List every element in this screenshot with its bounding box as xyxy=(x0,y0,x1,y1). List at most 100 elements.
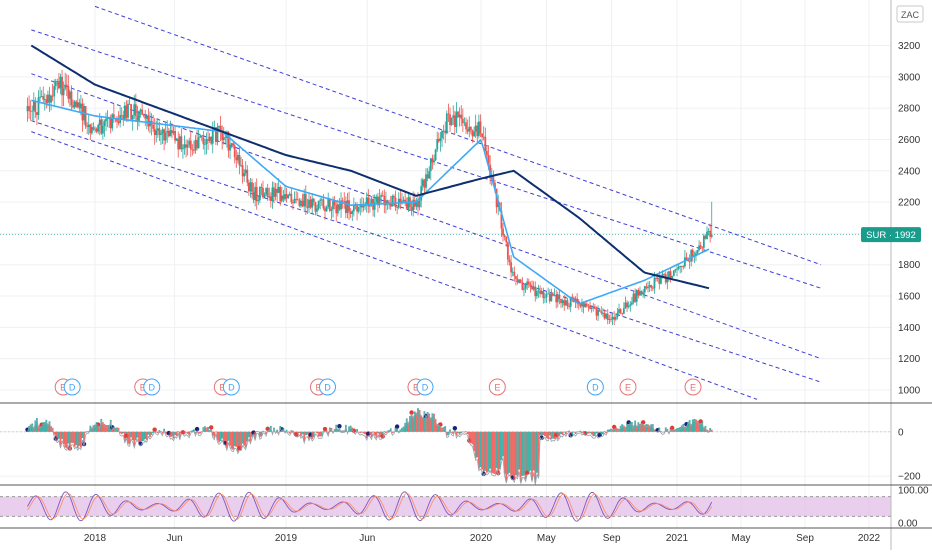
candle-body xyxy=(687,259,689,262)
osc-bar xyxy=(48,421,51,432)
osc-bar xyxy=(42,422,45,432)
candle-body xyxy=(691,249,694,257)
price-tick-label: 1200 xyxy=(898,354,921,365)
candle-body xyxy=(351,211,354,214)
osc-bar xyxy=(108,424,111,432)
candle-body xyxy=(619,309,622,314)
candle-body xyxy=(426,174,429,179)
osc-bar xyxy=(306,431,309,435)
candle-body xyxy=(661,273,664,278)
osc-bar xyxy=(230,431,233,449)
candle-body xyxy=(532,286,535,290)
candle-body xyxy=(29,110,32,112)
price-tick-label: 1400 xyxy=(898,323,921,334)
osc-bar xyxy=(300,431,302,437)
event-marker-circle xyxy=(63,378,81,396)
osc-bar xyxy=(343,430,346,432)
osc-bar xyxy=(603,431,606,432)
candle-body xyxy=(442,130,445,132)
osc-bar xyxy=(314,431,317,433)
candle-body xyxy=(324,208,326,212)
osc-bar xyxy=(647,424,649,432)
osc-bar xyxy=(95,422,98,432)
osc-bar xyxy=(465,431,467,432)
osc-bar xyxy=(524,431,527,480)
candle-body xyxy=(391,195,394,207)
osc-bar xyxy=(277,431,280,433)
candle-body xyxy=(529,284,532,287)
candle-body xyxy=(535,291,538,297)
candle-body xyxy=(295,198,298,200)
time-tick-label: May xyxy=(732,533,751,544)
osc-dot xyxy=(394,424,400,429)
dividend-marker[interactable]: D xyxy=(586,378,604,396)
earnings-marker[interactable]: E xyxy=(619,378,637,396)
osc-bar xyxy=(235,431,238,447)
osc-bar xyxy=(362,431,365,434)
candle-body xyxy=(386,200,389,204)
candle-body xyxy=(246,169,249,183)
candle-body xyxy=(211,129,214,144)
candle-body xyxy=(51,95,54,97)
dividend-marker[interactable]: D xyxy=(319,378,336,396)
candle-body xyxy=(199,135,202,138)
dividend-marker[interactable]: D xyxy=(416,378,434,396)
osc-dot xyxy=(152,427,157,432)
candle-body xyxy=(706,231,708,239)
candle-body xyxy=(293,198,296,204)
candle-body xyxy=(26,106,29,112)
earnings-marker[interactable]: E xyxy=(488,378,506,396)
candle-body xyxy=(180,136,183,150)
dividend-marker[interactable]: D xyxy=(143,378,161,396)
candle-body xyxy=(534,286,537,297)
osc-bar xyxy=(354,431,357,433)
osc-bar xyxy=(407,422,410,432)
candle-body xyxy=(164,132,167,141)
candle-body xyxy=(138,111,140,122)
candle-body xyxy=(373,202,376,210)
osc-bar xyxy=(249,431,252,442)
candle-body xyxy=(611,316,614,320)
osc-bar xyxy=(112,426,115,432)
candle-body xyxy=(481,133,483,138)
osc-bar xyxy=(503,431,506,474)
candle-body xyxy=(276,188,279,193)
candle-body xyxy=(241,165,244,177)
osc-bar xyxy=(312,431,315,438)
osc-bar xyxy=(319,431,322,437)
earnings-marker[interactable]: E xyxy=(684,378,702,396)
osc-bar xyxy=(78,431,81,446)
candle-body xyxy=(169,130,172,137)
event-marker-circle xyxy=(488,378,506,396)
candle-body xyxy=(474,125,477,132)
candle-body xyxy=(139,109,142,112)
candle-body xyxy=(336,204,339,214)
osc-bar xyxy=(519,431,522,482)
candle-body xyxy=(450,117,453,126)
dividend-marker[interactable]: D xyxy=(222,378,240,396)
osc-bar xyxy=(502,431,504,457)
osc-dot xyxy=(640,420,646,425)
candle-body xyxy=(519,279,522,282)
candle-body xyxy=(576,298,579,304)
osc-bar xyxy=(127,431,129,444)
candle-body xyxy=(109,118,112,129)
candle-body xyxy=(37,97,40,116)
candle-body xyxy=(431,158,434,163)
candle-body xyxy=(648,285,651,288)
osc-bar xyxy=(133,431,136,446)
candle-body xyxy=(610,319,612,321)
candle-body xyxy=(218,125,220,128)
osc-bar xyxy=(213,431,216,438)
osc-bar xyxy=(255,431,258,432)
candle-body xyxy=(188,140,191,145)
candle-body xyxy=(503,235,506,237)
currency-badge[interactable]: ZAC xyxy=(896,5,924,23)
last-price-label: SUR · 1992 xyxy=(866,230,916,241)
candle-body xyxy=(236,154,239,161)
price-tick-label: 3200 xyxy=(898,41,921,52)
candle-body xyxy=(257,200,260,202)
osc-bar xyxy=(523,431,525,476)
osc-bar xyxy=(577,431,580,433)
dividend-marker[interactable]: D xyxy=(63,378,81,396)
